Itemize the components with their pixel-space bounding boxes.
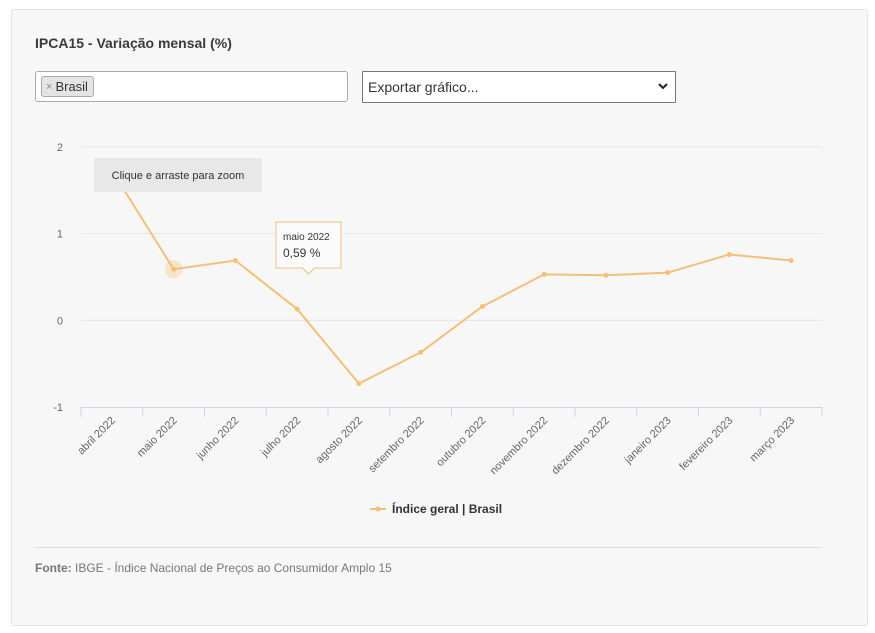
data-point[interactable] [356,381,362,387]
zoom-hint-box [94,158,262,192]
x-tick-label: abril 2022 [75,415,118,458]
zoom-hint: Clique e arraste para zoom [112,170,245,182]
y-tick-label: -1 [53,402,63,414]
data-point[interactable] [294,306,300,312]
x-tick-label: janeiro 2023 [622,415,674,467]
data-point[interactable] [171,266,177,272]
data-point[interactable] [479,303,485,309]
line-chart[interactable]: 2 1 0 -1 abril 2022 maio 2022 junho 2022 julho … [0,0,875,545]
chart-title: IPCA15 - Variação mensal (%) [35,35,232,51]
x-tick-label: setembro 2022 [366,415,426,475]
x-tick-label: novembro 2022 [488,415,551,478]
source-text: IBGE - Índice Nacional de Preços ao Cons… [75,561,392,575]
y-tick-label: 0 [57,315,63,327]
data-point[interactable] [788,258,794,264]
footer-divider [35,547,821,548]
y-tick-label: 2 [57,142,63,154]
source-label: Fonte: [35,561,72,575]
y-tick-label: 1 [57,229,63,241]
region-tag-label: Brasil [55,79,88,94]
x-tick-label: julho 2022 [258,415,303,460]
region-tag: × Brasil [41,76,94,97]
legend-marker[interactable] [375,506,381,512]
chevron-down-icon [658,83,668,90]
data-point[interactable] [603,272,609,278]
source-note: Fonte: IBGE - Índice Nacional de Preços … [35,561,392,575]
tooltip-box [275,221,342,275]
x-tick-label: fevereiro 2023 [677,415,735,473]
x-tick-label: outubro 2022 [434,415,488,469]
data-point[interactable] [726,251,732,257]
x-tick-label: dezembro 2022 [549,415,612,478]
legend-label: Índice geral | Brasil [392,501,502,516]
tooltip-value: 0,59 % [283,246,321,260]
x-tick-label: maio 2022 [135,415,180,460]
tag-remove-icon[interactable]: × [46,80,53,93]
data-point[interactable] [418,349,424,355]
tooltip-header: maio 2022 [283,232,330,243]
x-tick-label: março 2023 [748,415,798,465]
data-point[interactable] [541,271,547,277]
data-point[interactable] [232,258,238,264]
export-select-value: Exportar gráfico... [368,79,479,95]
chart-card [11,9,868,626]
series-line [111,169,792,385]
data-point[interactable] [665,270,671,276]
x-tick-label: agosto 2022 [314,415,365,466]
x-tick-label: junho 2022 [194,415,242,463]
export-chart-select[interactable]: Exportar gráfico... [362,71,676,103]
region-filter-input[interactable]: × Brasil [35,71,348,102]
